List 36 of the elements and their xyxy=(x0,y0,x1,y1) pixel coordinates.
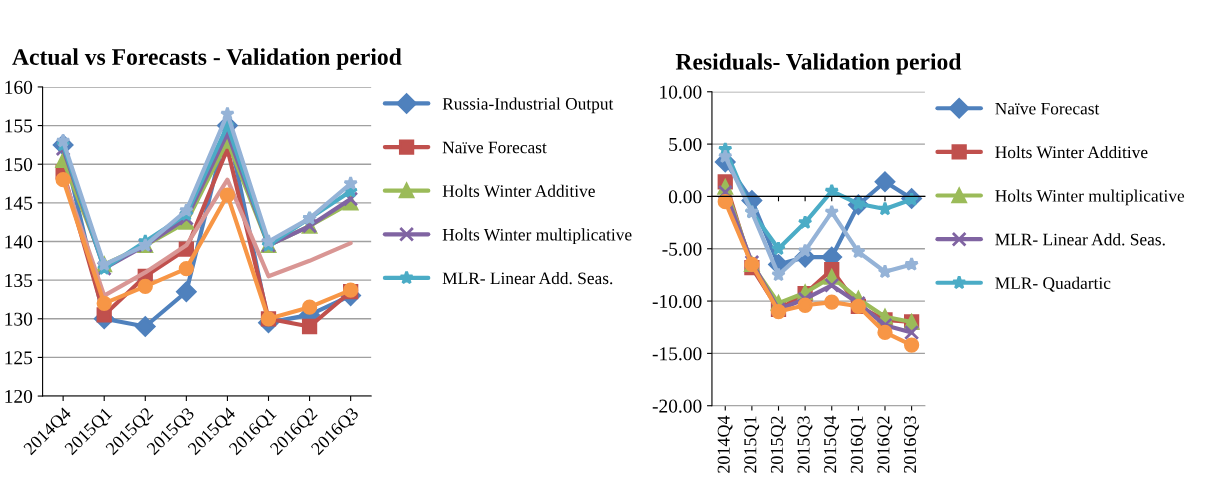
y-tick-label: -5.00 xyxy=(662,242,702,256)
y-tick-label: 150 xyxy=(5,158,33,172)
chart-title: Actual vs Forecasts - Validation period xyxy=(12,48,402,70)
y-tick-label: 145 xyxy=(5,196,33,210)
y-tick-label: 10.00 xyxy=(660,85,702,99)
legend-label: Holts Winter multiplicative xyxy=(442,228,632,245)
y-tick-label: 155 xyxy=(5,119,33,133)
x-tick-label: 2016Q3 xyxy=(903,416,919,473)
legend-label: Naïve Forecast xyxy=(442,141,547,154)
legend-label: Naïve Forecast xyxy=(995,102,1100,115)
y-tick-label: 120 xyxy=(5,389,33,403)
x-tick-label: 2015Q2 xyxy=(770,416,786,473)
legend-label: MLR- Quadartic xyxy=(995,276,1111,292)
legend-label: MLR- Linear Add. Seas. xyxy=(995,233,1165,246)
y-tick-label: 125 xyxy=(5,351,33,365)
x-tick-label: 2015Q1 xyxy=(744,416,760,473)
legend-label: Russia-Industrial Output xyxy=(442,97,614,114)
x-tick-label: 2016Q1 xyxy=(850,416,866,473)
y-tick-label: 140 xyxy=(5,235,33,249)
legend-label: MLR- Linear Add. Seas. xyxy=(442,271,613,285)
x-tick-label: 2015Q3 xyxy=(797,416,813,473)
y-tick-label: -20.00 xyxy=(652,399,702,413)
legend-label: Holts Winter multiplicative xyxy=(995,189,1185,206)
y-tick-label: 130 xyxy=(5,312,33,326)
legend-label: Holts Winter Additive xyxy=(995,145,1148,159)
y-tick-label: 5.00 xyxy=(669,137,702,152)
y-tick-label: 160 xyxy=(5,80,33,94)
y-tick-label: -15.00 xyxy=(652,347,702,361)
x-tick-label: 2015Q4 xyxy=(824,415,840,473)
y-tick-label: 0.00 xyxy=(668,190,702,204)
x-tick-label: 2014Q4 xyxy=(717,415,733,473)
y-tick-label: 135 xyxy=(5,274,33,288)
x-tick-label: 2016Q2 xyxy=(877,416,893,473)
y-tick-label: -10.00 xyxy=(652,294,702,309)
chart-title: Residuals- Validation period xyxy=(675,53,962,75)
legend-label: Holts Winter Additive xyxy=(442,184,595,198)
